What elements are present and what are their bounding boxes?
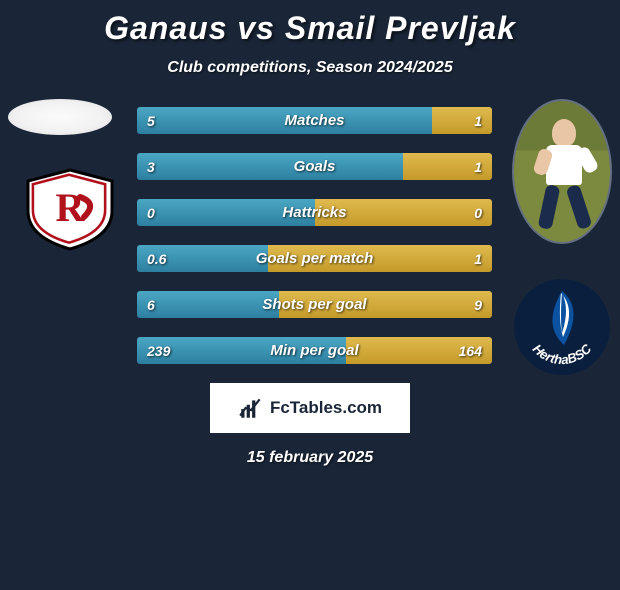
- stat-value-right: 1: [474, 107, 482, 134]
- stat-row: Goals3 1: [137, 153, 492, 180]
- stat-value-left: 3: [147, 153, 155, 180]
- stat-label: Matches: [137, 107, 492, 134]
- stat-label: Goals: [137, 153, 492, 180]
- club-badge-left-svg: R: [20, 167, 120, 252]
- club-badge-right: HerthaBSC: [512, 277, 612, 377]
- stat-value-left: 0: [147, 199, 155, 226]
- stat-label: Hattricks: [137, 199, 492, 226]
- svg-text:R: R: [56, 185, 86, 230]
- player-avatar-right: [512, 99, 612, 244]
- date-label: 15 february 2025: [0, 449, 620, 467]
- stat-value-right: 1: [474, 245, 482, 272]
- watermark-text: FcTables.com: [270, 398, 382, 418]
- watermark: FcTables.com: [210, 383, 410, 433]
- player-figure: [536, 119, 592, 239]
- chart-icon: [238, 395, 264, 421]
- stat-value-right: 0: [474, 199, 482, 226]
- club-badge-left: R: [20, 167, 120, 252]
- stat-value-left: 239: [147, 337, 170, 364]
- stat-value-right: 9: [474, 291, 482, 318]
- stat-label: Goals per match: [137, 245, 492, 272]
- page-subtitle: Club competitions, Season 2024/2025: [0, 59, 620, 77]
- stat-value-left: 5: [147, 107, 155, 134]
- comparison-panel: R HerthaBSC Matches51Goals31Hattricks00G…: [0, 107, 620, 467]
- stat-row: Hattricks0 0: [137, 199, 492, 226]
- stat-label: Min per goal: [137, 337, 492, 364]
- stat-value-left: 0.6: [147, 245, 166, 272]
- stat-value-right: 1: [474, 153, 482, 180]
- page-title: Ganaus vs Smail Prevljak: [0, 10, 620, 47]
- stat-row: Goals per match0.6 1: [137, 245, 492, 272]
- stats-bar-list: Matches51Goals31Hattricks00Goals per mat…: [137, 107, 492, 364]
- player-avatar-left: [8, 99, 112, 135]
- stat-row: Matches5 1: [137, 107, 492, 134]
- club-badge-right-svg: HerthaBSC: [512, 277, 612, 377]
- stat-row: Shots per goal6 9: [137, 291, 492, 318]
- stat-row: Min per goal239 164: [137, 337, 492, 364]
- stat-value-right: 164: [459, 337, 482, 364]
- stat-value-left: 6: [147, 291, 155, 318]
- stat-label: Shots per goal: [137, 291, 492, 318]
